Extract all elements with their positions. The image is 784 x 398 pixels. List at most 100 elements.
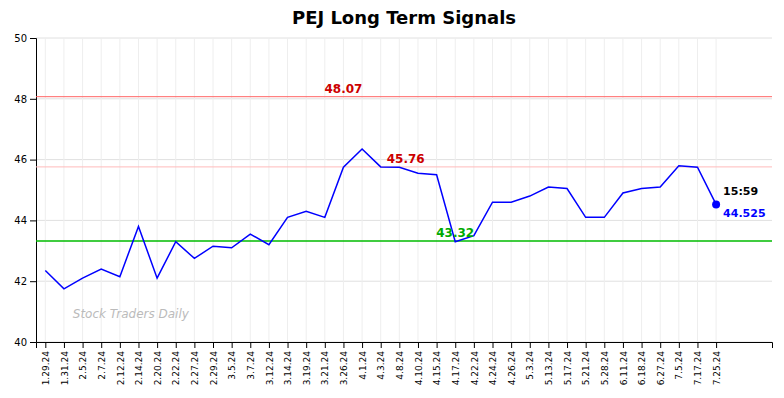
x-tick: 2.7.24 xyxy=(97,342,107,380)
annotations: 48.0743.3245.7615:5944.525Stock Traders … xyxy=(73,82,766,321)
x-tick-label: 3.14.24 xyxy=(283,351,293,386)
grid-line-x xyxy=(660,38,661,342)
x-tick-mark xyxy=(362,342,363,348)
y-tick: 42 xyxy=(14,276,36,287)
y-tick-label: 46 xyxy=(14,154,27,165)
x-tick-mark xyxy=(623,342,624,348)
horizontal-line xyxy=(36,96,772,97)
x-tick: 2.22.24 xyxy=(171,342,181,385)
annotation: 45.76 xyxy=(387,152,425,166)
y-tick-label: 50 xyxy=(14,33,27,44)
y-tick-mark xyxy=(30,160,36,161)
x-tick-mark xyxy=(306,342,307,348)
x-tick: 2.5.24 xyxy=(78,342,88,380)
grid-line-x xyxy=(585,38,586,342)
x-tick-mark xyxy=(45,342,46,348)
x-tick-label: 4.26.24 xyxy=(507,351,517,386)
x-tick-label: 5.17.24 xyxy=(563,351,573,386)
grid-line-x xyxy=(473,38,474,342)
x-tick-label: 6.27.24 xyxy=(656,351,666,386)
grid-line-x xyxy=(231,38,232,342)
x-axis-line xyxy=(37,343,773,349)
x-tick-label: 4.17.24 xyxy=(451,351,461,386)
annotation: 43.32 xyxy=(436,226,474,240)
x-tick: 3.19.24 xyxy=(302,342,312,385)
x-tick: 7.25.24 xyxy=(712,342,722,385)
x-tick-label: 3.7.24 xyxy=(246,351,256,380)
x-tick-mark xyxy=(660,342,661,348)
grid-line-x xyxy=(455,38,456,342)
y-tick-mark xyxy=(30,220,36,221)
plot: 4042444648501.29.241.31.242.5.242.7.242.… xyxy=(14,33,772,386)
y-tick: 40 xyxy=(14,337,36,348)
x-tick-label: 4.15.24 xyxy=(432,351,442,386)
x-tick-label: 7.17.24 xyxy=(693,351,703,386)
current-time-label: 15:59 xyxy=(723,185,758,198)
x-tick-label: 5.28.24 xyxy=(600,351,610,386)
x-tick-mark xyxy=(381,342,382,348)
y-tick: 44 xyxy=(14,215,36,226)
x-tick-label: 4.3.24 xyxy=(376,351,386,380)
x-tick-label: 3.26.24 xyxy=(339,351,349,386)
y-tick-label: 40 xyxy=(14,337,27,348)
x-tick-label: 2.27.24 xyxy=(190,351,200,386)
x-tick: 4.1.24 xyxy=(358,342,368,380)
x-tick-mark xyxy=(548,342,549,348)
x-tick-mark xyxy=(232,342,233,348)
x-tick-label: 6.11.24 xyxy=(619,351,629,386)
grid-line-x xyxy=(306,38,307,342)
x-tick-mark xyxy=(269,342,270,348)
x-tick-label: 3.12.24 xyxy=(265,351,275,386)
x-tick: 5.17.24 xyxy=(563,342,573,385)
grid-line-x xyxy=(492,38,493,342)
x-tick: 4.8.24 xyxy=(395,342,405,380)
grid-line-x xyxy=(63,38,64,342)
x-tick-mark xyxy=(567,342,568,348)
grid-line-x xyxy=(82,38,83,342)
x-tick-label: 2.12.24 xyxy=(115,351,125,386)
annotation: 48.07 xyxy=(324,82,362,96)
x-tick: 5.13.24 xyxy=(544,342,554,385)
x-tick-label: 4.8.24 xyxy=(395,351,405,380)
x-tick-mark xyxy=(697,342,698,348)
x-tick-label: 5.3.24 xyxy=(525,351,535,380)
x-tick-mark xyxy=(493,342,494,348)
current-dot xyxy=(712,200,720,208)
x-tick: 3.5.24 xyxy=(227,342,237,380)
grid-line-x xyxy=(641,38,642,342)
x-axis: 1.29.241.31.242.5.242.7.242.12.242.14.24… xyxy=(37,342,773,385)
grid-line-x xyxy=(138,38,139,342)
x-tick-mark xyxy=(474,342,475,348)
title: PEJ Long Term Signals xyxy=(292,7,516,28)
x-tick: 3.26.24 xyxy=(339,342,349,385)
y-tick-mark xyxy=(30,99,36,100)
x-tick: 1.31.24 xyxy=(60,342,70,385)
x-tick-label: 4.24.24 xyxy=(488,351,498,386)
grid-line-y xyxy=(36,220,772,221)
x-tick: 3.21.24 xyxy=(320,342,330,385)
x-tick: 5.3.24 xyxy=(525,342,535,380)
x-tick-label: 1.31.24 xyxy=(60,351,70,386)
y-tick-mark xyxy=(30,38,36,39)
x-tick: 4.24.24 xyxy=(488,342,498,385)
grid-line-y xyxy=(36,281,772,282)
grid-line-x xyxy=(380,38,381,342)
x-tick-label: 2.20.24 xyxy=(153,351,163,386)
current-value-label: 44.525 xyxy=(723,207,765,220)
grid-line-x xyxy=(45,38,46,342)
x-tick: 4.22.24 xyxy=(470,342,480,385)
grid-line-x xyxy=(268,38,269,342)
y-tick-mark xyxy=(30,342,36,343)
x-tick-mark xyxy=(64,342,65,348)
x-tick-mark xyxy=(250,342,251,348)
x-tick: 2.20.24 xyxy=(153,342,163,385)
x-tick-label: 2.5.24 xyxy=(78,351,88,380)
grid-line-x xyxy=(194,38,195,342)
x-tick: 7.5.24 xyxy=(674,342,684,380)
x-tick-mark xyxy=(138,342,139,348)
x-tick: 4.26.24 xyxy=(507,342,517,385)
chart: 4042444648501.29.241.31.242.5.242.7.242.… xyxy=(0,0,784,398)
x-tick-mark xyxy=(176,342,177,348)
x-tick: 6.11.24 xyxy=(619,342,629,385)
horizontal-line xyxy=(36,166,772,167)
